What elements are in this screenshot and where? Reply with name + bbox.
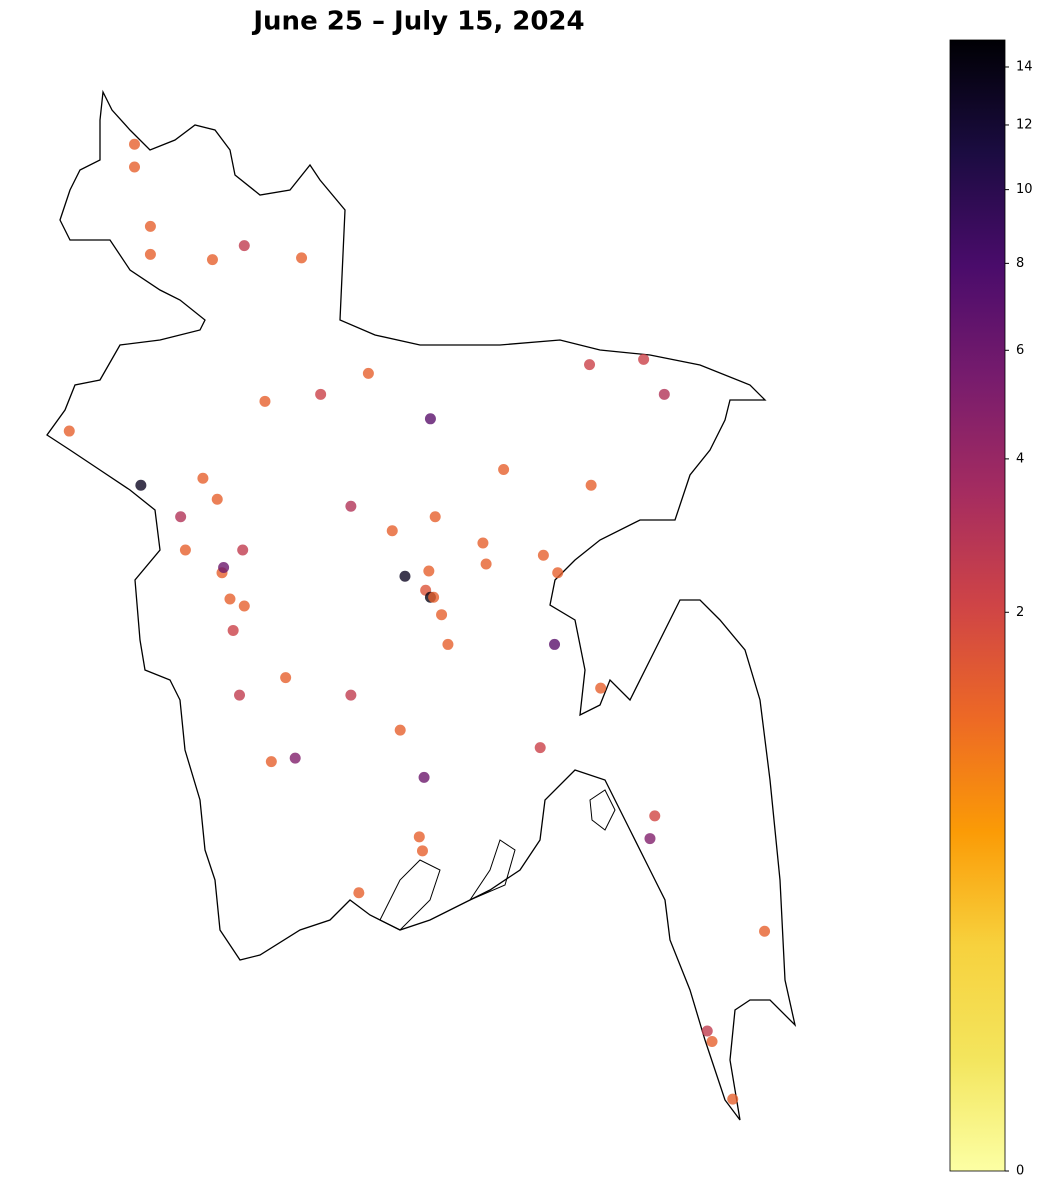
colorbar-tick-label: 10 [1016, 182, 1033, 197]
station-point [759, 925, 771, 937]
station-point [498, 464, 510, 476]
station-point [129, 138, 141, 150]
station-point [584, 359, 596, 371]
station-point [63, 425, 75, 437]
station-point [549, 638, 561, 650]
station-point [353, 887, 365, 899]
station-point [399, 570, 411, 582]
station-point [649, 810, 661, 822]
station-point [345, 500, 357, 512]
station-point [585, 479, 597, 491]
station-point [727, 1093, 739, 1105]
station-point [315, 388, 327, 400]
station-point [238, 240, 250, 252]
station-point [413, 831, 425, 843]
station-point [416, 845, 428, 857]
colorbar-tick-label: 4 [1016, 451, 1024, 466]
station-point [234, 689, 246, 701]
station-point [345, 689, 357, 701]
station-point [224, 593, 236, 605]
station-point [480, 558, 492, 570]
station-point [658, 388, 670, 400]
colorbar-tick-label: 6 [1016, 343, 1024, 358]
station-point [227, 624, 239, 636]
station-point [394, 724, 406, 736]
station-point [477, 537, 489, 549]
station-point [701, 1025, 713, 1037]
delta-islands [379, 789, 616, 931]
station-point [638, 353, 650, 365]
station-point [436, 609, 448, 621]
colorbar-tick-label: 2 [1016, 605, 1024, 620]
station-point [362, 367, 374, 379]
station-point [259, 395, 271, 407]
station-point [144, 220, 156, 232]
station-point [429, 511, 441, 523]
station-point [265, 756, 277, 768]
colorbar [949, 39, 1006, 1172]
station-point [289, 752, 301, 764]
colorbar-tick-label: 12 [1016, 117, 1033, 132]
station-point [418, 771, 430, 783]
station-point [537, 549, 549, 561]
station-point [211, 493, 223, 505]
station-point [175, 511, 187, 523]
station-point [280, 672, 292, 684]
station-point [706, 1035, 718, 1047]
station-point [442, 638, 454, 650]
country-outline [46, 89, 797, 1121]
colorbar-tick-label: 8 [1016, 256, 1024, 271]
colorbar-tick-label: 0 [1016, 1164, 1024, 1179]
chart-title: June 25 – July 15, 2024 [251, 7, 584, 37]
station-point [135, 479, 147, 491]
station-point [129, 161, 141, 173]
station-point [534, 742, 546, 754]
station-point [238, 600, 250, 612]
colorbar-tick-label: 14 [1016, 59, 1033, 74]
station-point [423, 565, 435, 577]
station-point [386, 525, 398, 537]
station-point [197, 472, 209, 484]
station-point [237, 544, 249, 556]
station-point [595, 682, 607, 694]
station-point [644, 833, 656, 845]
station-point [218, 561, 230, 573]
station-point [296, 252, 308, 264]
station-point [552, 567, 564, 579]
station-point [428, 591, 440, 603]
station-point [206, 254, 218, 266]
station-point [144, 248, 156, 260]
station-point [424, 413, 436, 425]
station-point [179, 544, 191, 556]
